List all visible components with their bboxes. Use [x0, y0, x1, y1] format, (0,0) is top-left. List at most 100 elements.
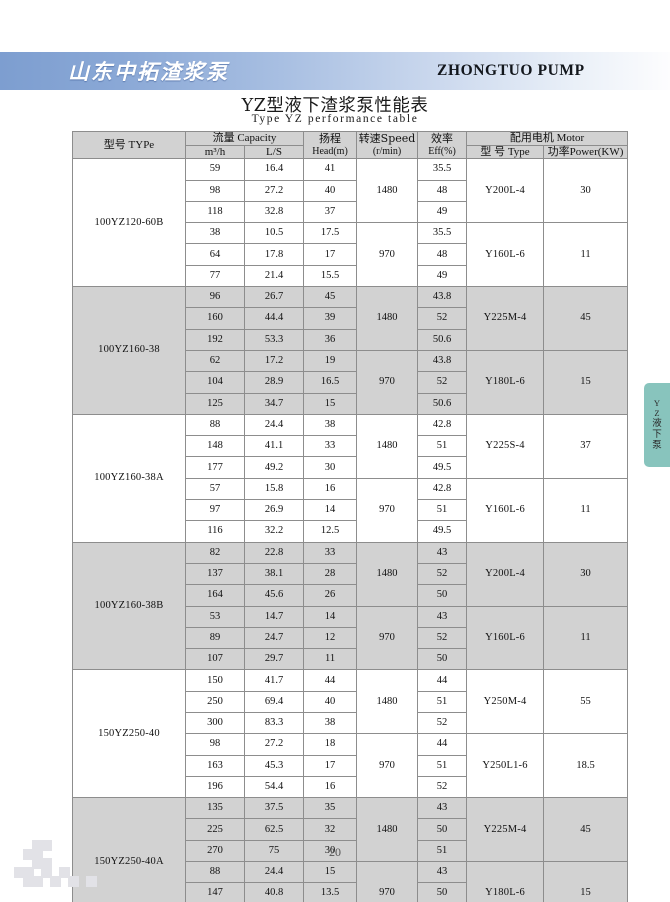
cell-ls: 45.3 — [243, 754, 305, 777]
cell-m3h: 97 — [185, 499, 245, 522]
cell-ls: 16.4 — [243, 158, 305, 181]
cell-m3h: 88 — [185, 413, 245, 437]
header-row-1: 型号 TYPe 流量 Capacity 扬程 Head(m) 转速Speed (… — [72, 130, 629, 160]
pump-model: 100YZ160-38A — [72, 413, 186, 543]
cell-head: 16.5 — [303, 371, 358, 394]
cell-speed: 970 — [356, 477, 419, 543]
cell-motor-type: Y160L-6 — [466, 605, 545, 671]
cell-ls: 44.4 — [243, 307, 305, 330]
pump-model: 100YZ160-38B — [72, 541, 186, 671]
header-model: 型号 TYPe — [72, 130, 186, 160]
cell-speed: 970 — [356, 222, 419, 288]
side-tab-char: 泵 — [652, 439, 662, 451]
table-row: 163 45.3 17 51 — [73, 754, 628, 777]
cell-speed: 1480 — [356, 286, 419, 351]
cell-m3h: 270 — [185, 839, 245, 863]
cell-head: 17 — [303, 243, 358, 266]
table-row: 100YZ160-38 96 26.7 45 1480 43.8 Y225M-4 45 — [72, 286, 629, 415]
side-tab-char: Y — [653, 398, 661, 409]
decorative-square — [86, 876, 97, 887]
cell-m3h: 59 — [185, 158, 245, 181]
side-tab-char: 下 — [652, 428, 662, 440]
decorative-square — [41, 867, 52, 878]
cell-m3h: 88 — [185, 861, 245, 884]
cell-ls: 34.7 — [243, 392, 305, 415]
cell-head: 39 — [303, 307, 358, 330]
cell-ls: 21.4 — [243, 264, 305, 288]
cell-m3h: 104 — [185, 371, 245, 394]
table-row: 64 17.8 17 48 — [73, 243, 628, 266]
cell-head: 38 — [303, 711, 358, 735]
cell-ls: 45.6 — [243, 584, 305, 607]
header-speed-unit: (r/min) — [372, 145, 402, 157]
cell-head: 44 — [303, 669, 358, 692]
header-capacity: 流量 Capacity — [184, 131, 305, 146]
cell-m3h: 163 — [185, 754, 245, 777]
company-logo-cn: 山东中拓渣浆泵 — [68, 59, 229, 84]
side-tab-char: Z — [654, 408, 660, 419]
cell-eff: 43 — [417, 605, 468, 628]
cell-eff: 52 — [417, 711, 468, 735]
cell-ls: 17.8 — [243, 243, 305, 266]
cell-m3h: 82 — [185, 541, 245, 564]
table-row: 300 83.3 38 52 — [73, 711, 628, 735]
cell-head: 15 — [303, 392, 358, 415]
table-row: 150YZ250-40 150 41.7 44 1480 44 Y250M-4 55 — [72, 669, 629, 799]
decorative-square — [41, 840, 52, 851]
cell-m3h: 107 — [185, 648, 245, 671]
cell-motor-type: Y250M-4 — [466, 669, 545, 735]
cell-eff: 50 — [417, 882, 468, 902]
header-speed: 转速Speed (r/min) — [356, 130, 419, 160]
decorative-square — [50, 876, 61, 887]
cell-speed: 1480 — [356, 797, 419, 863]
cell-head: 15.5 — [303, 264, 358, 288]
cell-head: 36 — [303, 328, 358, 351]
header-eff-unit: Eff(%) — [428, 145, 456, 157]
decorative-square — [68, 876, 79, 887]
side-tab-char: 液 — [652, 417, 662, 429]
cell-eff: 35.5 — [417, 158, 468, 181]
pump-model: 100YZ160-38 — [72, 286, 186, 415]
table-row: 147 40.8 13.5 50 — [73, 882, 628, 902]
cell-ls: 53.3 — [243, 328, 305, 351]
cell-head: 19 — [303, 349, 358, 373]
cell-ls: 28.9 — [243, 371, 305, 394]
cell-head: 16 — [303, 477, 358, 501]
table-row: 270 75 30 51 — [73, 839, 628, 863]
cell-speed: 1480 — [356, 158, 419, 224]
table-row: 164 45.6 26 50 — [73, 584, 628, 607]
cell-motor-power: 15 — [543, 349, 629, 415]
cell-head: 45 — [303, 286, 358, 309]
header-motor-power: 功率Power(KW) — [543, 144, 629, 160]
cell-ls: 54.4 — [243, 775, 305, 799]
decorative-checker-pattern — [14, 840, 110, 887]
header-speed-cn: 转速Speed — [358, 132, 416, 146]
cell-eff: 42.8 — [417, 413, 468, 437]
table-row: 100YZ120-60B 59 16.4 41 1480 35.5 Y200L-4 30 — [72, 158, 629, 288]
cell-ls: 83.3 — [243, 711, 305, 735]
cell-eff: 44 — [417, 669, 468, 692]
cell-m3h: 192 — [185, 328, 245, 351]
cell-eff: 50.6 — [417, 328, 468, 351]
cell-motor-type: Y180L-6 — [466, 861, 545, 902]
table-row: 150YZ250-40A 135 37.5 35 1480 43 Y225M-4 45 — [72, 797, 629, 902]
company-logo-en: ZHONGTUO PUMP — [437, 62, 585, 79]
cell-m3h: 89 — [185, 626, 245, 650]
cell-head: 14 — [303, 605, 358, 628]
cell-head: 12.5 — [303, 520, 358, 543]
cell-m3h: 137 — [185, 562, 245, 586]
cell-eff: 43.8 — [417, 286, 468, 309]
cell-motor-power: 18.5 — [543, 733, 629, 799]
decorative-square — [14, 867, 25, 878]
cell-motor-power: 11 — [543, 222, 629, 288]
cell-motor-power: 11 — [543, 605, 629, 671]
header-row-2: m³/h L/S 型 号 Type 功率Power(KW) — [73, 144, 629, 160]
cell-head: 37 — [303, 200, 358, 224]
cell-motor-power: 15 — [543, 861, 629, 902]
table-row: 148 41.1 33 51 — [73, 435, 628, 458]
cell-motor-power: 45 — [543, 286, 629, 351]
cell-speed: 970 — [356, 733, 419, 799]
cell-m3h: 196 — [185, 775, 245, 799]
decorative-square — [32, 858, 43, 869]
